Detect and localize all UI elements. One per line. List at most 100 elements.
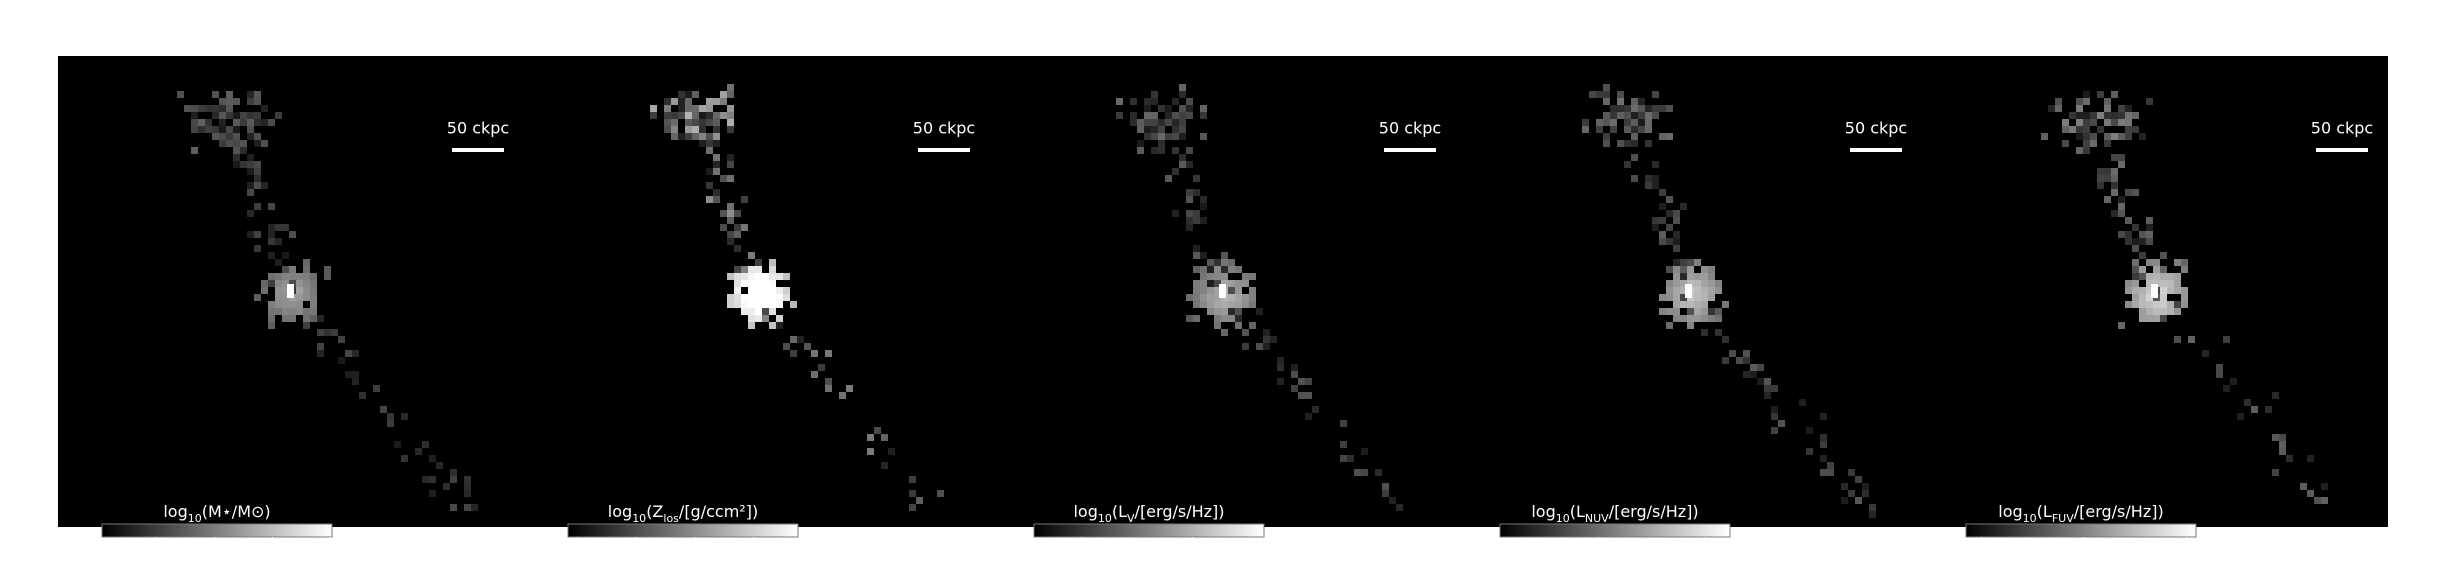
pixel: [769, 308, 776, 315]
pixel: [881, 434, 888, 441]
pixel: [1722, 336, 1729, 343]
pixel: [2111, 119, 2118, 126]
pixel: [2167, 287, 2174, 294]
pixel: [254, 133, 261, 140]
pixel: [317, 350, 324, 357]
pixel: [1680, 259, 1687, 266]
pixel: [1729, 350, 1736, 357]
pixel: [776, 315, 783, 322]
pixel: [2188, 336, 2195, 343]
pixel: [1347, 455, 1354, 462]
pixel: [1638, 105, 1645, 112]
pixel: [2160, 315, 2167, 322]
pixel: [2076, 105, 2083, 112]
pixel: [1743, 371, 1750, 378]
pixel: [471, 504, 478, 511]
pixel: [275, 273, 282, 280]
label-part: /[erg/s/Hz]): [1135, 502, 1225, 521]
pixel: [1221, 329, 1228, 336]
pixel: [1680, 280, 1687, 287]
pixel: [2181, 301, 2188, 308]
pixel: [1263, 329, 1270, 336]
pixel: [2104, 140, 2111, 147]
pixel: [1186, 294, 1193, 301]
pixel: [1673, 315, 1680, 322]
pixel: [1673, 259, 1680, 266]
pixel: [2132, 259, 2139, 266]
pixel: [2300, 483, 2307, 490]
pixel: [1743, 357, 1750, 364]
label-part: (L: [2037, 502, 2052, 521]
pixel: [254, 245, 261, 252]
pixel: [247, 91, 254, 98]
pixel: [748, 266, 755, 273]
pixel: [1361, 469, 1368, 476]
pixel: [2083, 133, 2090, 140]
pixel: [1186, 196, 1193, 203]
pixel: [1869, 511, 1876, 518]
pixel: [1652, 91, 1659, 98]
pixel: [247, 189, 254, 196]
pixel: [289, 266, 296, 273]
pixel: [755, 273, 762, 280]
pixel: [727, 273, 734, 280]
pixel: [1757, 378, 1764, 385]
pixel: [2076, 147, 2083, 154]
pixel: [1207, 308, 1214, 315]
pixel: [741, 224, 748, 231]
pixel: [282, 308, 289, 315]
label-part: los: [663, 512, 679, 525]
pixel: [762, 287, 769, 294]
pixel: [727, 161, 734, 168]
pixel: [2104, 98, 2111, 105]
pixel: [1820, 434, 1827, 441]
colorbar-label: log10(LV/[erg/s/Hz]): [1073, 502, 1224, 525]
pixel: [734, 287, 741, 294]
pixel: [1715, 280, 1722, 287]
pixel: [1375, 469, 1382, 476]
pixel: [2174, 273, 2181, 280]
pixel: [2272, 392, 2279, 399]
pixel: [769, 273, 776, 280]
pixel: [1179, 154, 1186, 161]
pixel: [2132, 301, 2139, 308]
pixel: [1172, 126, 1179, 133]
pixel: [338, 357, 345, 364]
pixel: [1820, 469, 1827, 476]
pixel: [1645, 112, 1652, 119]
pixel: [1221, 308, 1228, 315]
pixel: [664, 119, 671, 126]
label-part: FUV: [2052, 512, 2074, 525]
pixel: [233, 147, 240, 154]
pixel: [240, 161, 247, 168]
pixel: [755, 259, 762, 266]
pixel: [2132, 112, 2139, 119]
pixel: [1221, 252, 1228, 259]
pixel: [685, 91, 692, 98]
pixel: [198, 126, 205, 133]
pixel: [1666, 210, 1673, 217]
pixel: [748, 308, 755, 315]
colorbar-label: log10(Zlos/[g/ccm²]): [608, 502, 758, 525]
pixel: [1235, 322, 1242, 329]
pixel: [2097, 91, 2104, 98]
pixel: [1396, 504, 1403, 511]
pixel: [741, 294, 748, 301]
pixel: [2321, 483, 2328, 490]
pixel: [261, 105, 268, 112]
pixel: [2069, 126, 2076, 133]
pixel: [769, 294, 776, 301]
pixel: [699, 126, 706, 133]
pixel: [1200, 133, 1207, 140]
pixel: [748, 280, 755, 287]
pixel: [706, 147, 713, 154]
pixel: [1694, 287, 1701, 294]
pixel: [2174, 336, 2181, 343]
pixel: [2230, 378, 2237, 385]
pixel: [2139, 308, 2146, 315]
pixel: [275, 308, 282, 315]
pixel: [1715, 329, 1722, 336]
pixel: [212, 105, 219, 112]
label-part: log: [608, 502, 632, 521]
pixel: [282, 266, 289, 273]
